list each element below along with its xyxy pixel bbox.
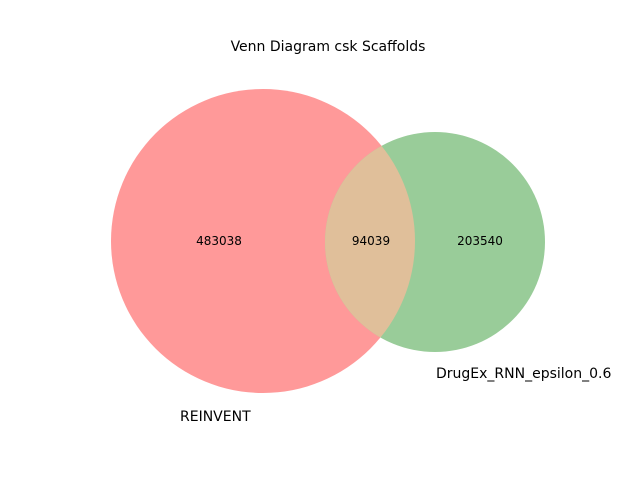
count-drugex-only: 203540 [457,234,503,248]
chart-title: Venn Diagram csk Scaffolds [231,39,426,55]
intersection-region [325,132,415,352]
set-circle-reinvent [111,89,415,393]
count-intersection: 94039 [352,234,390,248]
count-reinvent-only: 483038 [196,234,242,248]
set-label-reinvent: REINVENT [180,409,251,425]
set-label-drugex: DrugEx_RNN_epsilon_0.6 [436,366,611,382]
